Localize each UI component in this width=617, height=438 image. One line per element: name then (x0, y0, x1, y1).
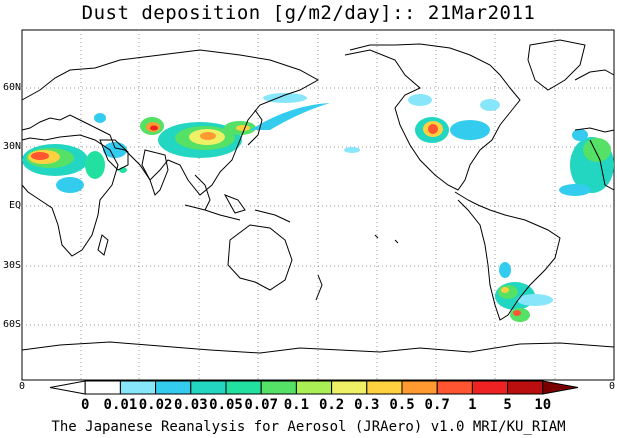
colorbar-box (366, 380, 403, 395)
lat-label-30n: 30N (2, 141, 21, 152)
colorbar-box (507, 380, 544, 395)
axis-edge-left: 0 (19, 381, 26, 392)
footer-credit: The Japanese Reanalysis for Aerosol (JRA… (51, 419, 566, 435)
colorbar-box (260, 380, 297, 395)
colorbar-label: 5 (503, 397, 512, 413)
colorbar-label: 0.3 (354, 397, 380, 413)
colorbar-label: 10 (534, 397, 552, 413)
colorbar-box (331, 380, 368, 395)
colorbar-label: 0.1 (283, 397, 310, 413)
colorbar-label: 0.07 (244, 397, 279, 413)
axis-edge-right: 0 (609, 381, 616, 392)
dust-fields (22, 93, 614, 322)
colorbar-label: 0.02 (138, 397, 173, 413)
colorbar-label: 1 (468, 397, 477, 413)
colorbar-label: 0.5 (389, 397, 415, 413)
colorbar-label: 0.01 (103, 397, 138, 413)
colorbar-box (119, 380, 157, 395)
colorbar-box (542, 380, 579, 395)
colorbar-label: 0.7 (424, 397, 450, 413)
colorbar-label: 0.03 (173, 397, 208, 413)
coastlines (21, 39, 615, 354)
colorbar-label: 0 (80, 397, 90, 413)
colorbar-box (190, 380, 227, 395)
lat-label-eq: EQ (8, 200, 21, 211)
colorbar-box (295, 380, 333, 395)
lat-label-60s: 60S (2, 319, 21, 330)
lat-label-30s: 30S (2, 260, 21, 271)
colorbar-box (49, 380, 86, 395)
colorbar-box (84, 380, 121, 395)
colorbar-box (471, 380, 509, 395)
colorbar-label: 0.05 (209, 397, 243, 413)
colorbar-box (436, 380, 473, 395)
map-title: Dust deposition [g/m2/day]:: 21Mar2011 (81, 2, 536, 24)
colorbar-label: 0.2 (318, 397, 345, 413)
colorbar-box (401, 380, 438, 395)
graticule (22, 30, 614, 380)
colorbar-box (155, 380, 192, 395)
colorbar-box (225, 380, 262, 395)
lat-label-60n: 60N (2, 82, 21, 93)
